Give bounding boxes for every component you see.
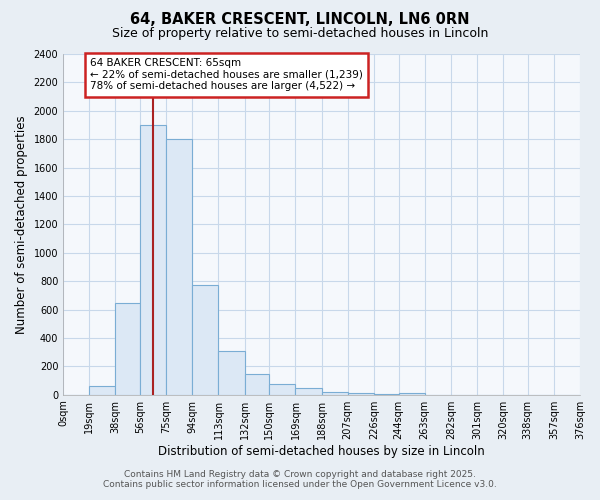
Text: Size of property relative to semi-detached houses in Lincoln: Size of property relative to semi-detach… [112,28,488,40]
Text: 64 BAKER CRESCENT: 65sqm
← 22% of semi-detached houses are smaller (1,239)
78% o: 64 BAKER CRESCENT: 65sqm ← 22% of semi-d… [90,58,363,92]
Bar [269,384,295,394]
Bar [89,386,115,394]
Text: Contains HM Land Registry data © Crown copyright and database right 2025.
Contai: Contains HM Land Registry data © Crown c… [103,470,497,489]
X-axis label: Distribution of semi-detached houses by size in Lincoln: Distribution of semi-detached houses by … [158,444,485,458]
Bar [322,392,347,394]
Bar [166,139,193,394]
Y-axis label: Number of semi-detached properties: Number of semi-detached properties [15,115,28,334]
Bar [193,284,218,395]
Text: 64, BAKER CRESCENT, LINCOLN, LN6 0RN: 64, BAKER CRESCENT, LINCOLN, LN6 0RN [130,12,470,28]
Bar [398,392,425,394]
Bar [245,374,269,394]
Bar [295,388,322,394]
Bar [115,303,140,394]
Bar [140,125,166,394]
Bar [218,350,245,395]
